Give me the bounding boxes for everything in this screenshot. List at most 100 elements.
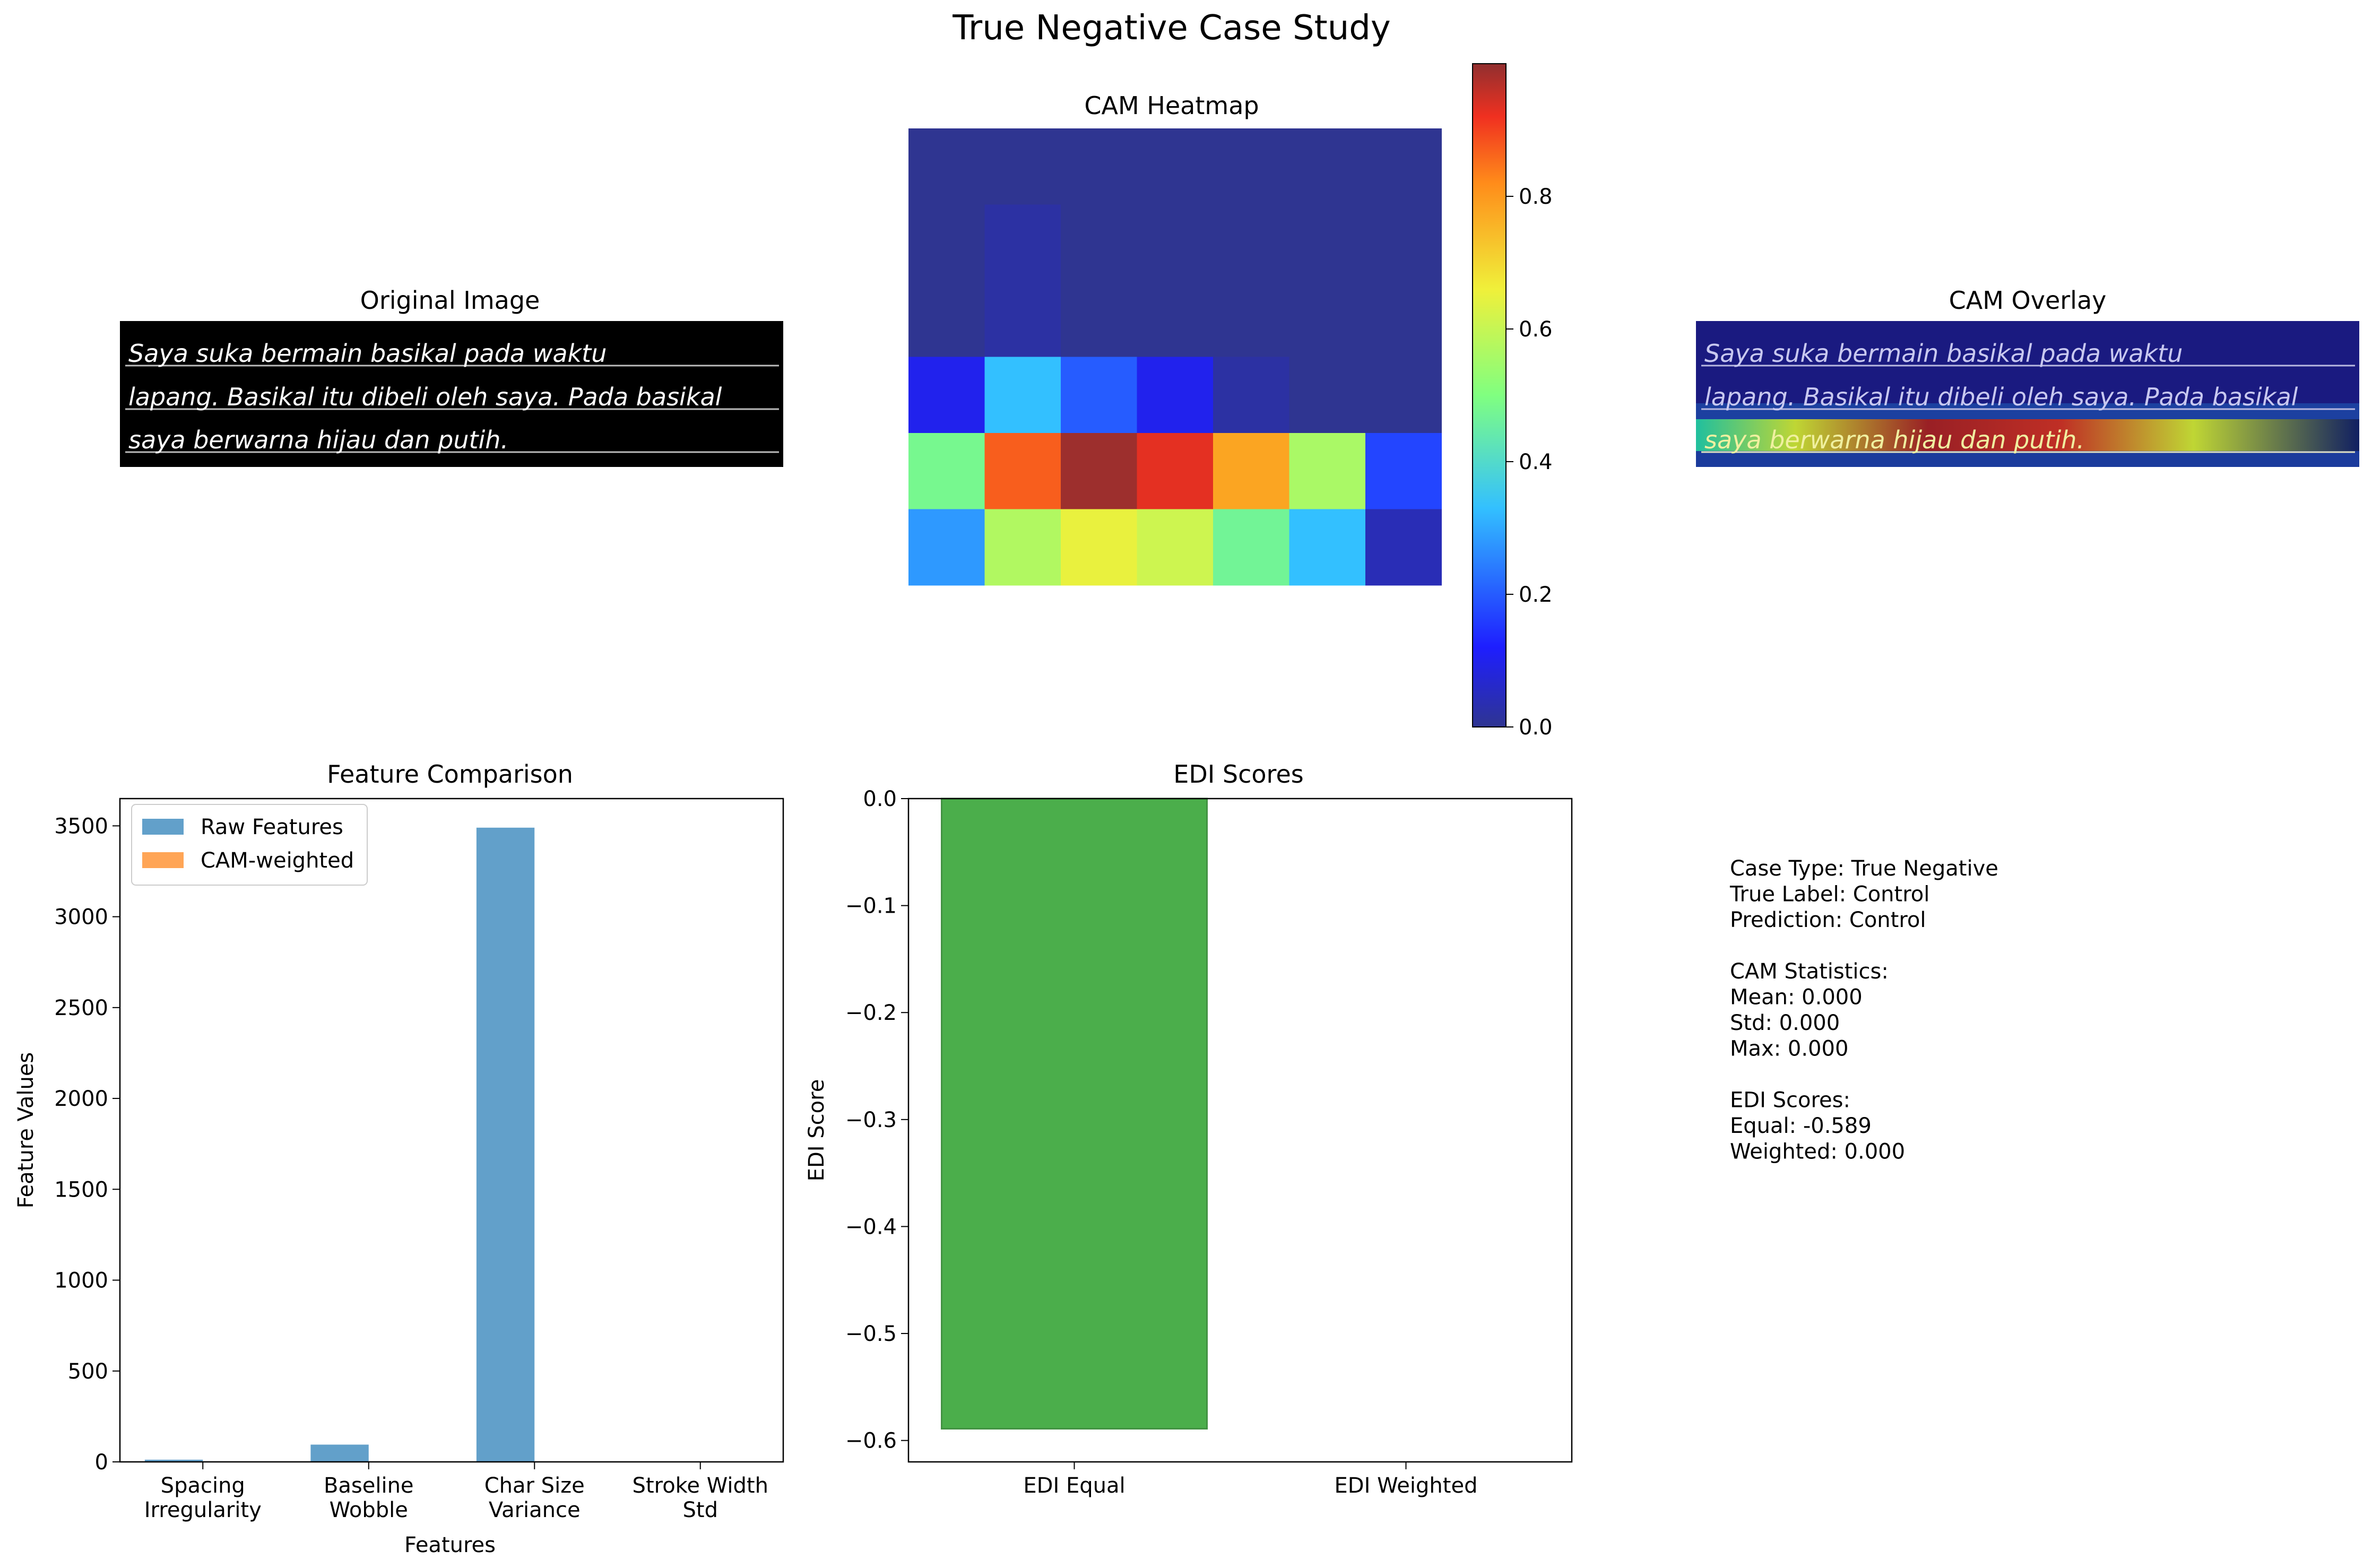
bar-raw-feature (310, 1444, 369, 1462)
y-tick-label: 2500 (54, 996, 108, 1020)
heatmap-cell (1137, 433, 1214, 509)
overlay-handwriting-line: saya berwarna hijau dan putih. (1704, 426, 2084, 454)
heatmap-cell (984, 509, 1061, 586)
heatmap-cell (1213, 509, 1289, 586)
feature-chart-title: Feature Comparison (327, 760, 573, 789)
y-tick-label: 3000 (54, 905, 108, 930)
colorbar-tick-label: 0.6 (1519, 317, 1553, 342)
heatmap-cell (1137, 281, 1214, 357)
heatmap-cell (1213, 433, 1289, 509)
info-line: Prediction: Control (1730, 908, 1926, 932)
heatmap-cell (908, 204, 985, 281)
x-tick-label: Wobble (330, 1498, 408, 1522)
heatmap-cell (1137, 128, 1214, 205)
heatmap-cell (1213, 281, 1289, 357)
info-line: Equal: -0.589 (1730, 1114, 1872, 1138)
feature-chart-ylabel: Feature Values (14, 1052, 38, 1209)
heatmap-cell (1289, 433, 1366, 509)
colorbar-tick-label: 0.2 (1519, 583, 1553, 607)
heatmap-cell (1137, 357, 1214, 434)
cam-overlay-image: Saya suka bermain basikal pada waktu lap… (1696, 321, 2359, 467)
y-tick-label: 0 (95, 1450, 108, 1475)
y-tick-label: 1500 (54, 1177, 108, 1202)
info-line: Mean: 0.000 (1730, 985, 1863, 1010)
legend-swatch-cam (142, 852, 184, 868)
legend-label-cam: CAM-weighted (201, 848, 354, 873)
edi-scores-chart: EDI Equal EDI Weighted 0.0 −0.1 −0.2 −0.3 −0.4… (845, 787, 1573, 1498)
heatmap-cell (984, 433, 1061, 509)
original-image: Saya suka bermain basikal pada waktu lap… (120, 321, 783, 467)
heatmap-cell (908, 509, 985, 586)
info-line: Case Type: True Negative (1730, 856, 1998, 881)
bar-raw-feature (476, 827, 535, 1462)
heatmap-cell (1365, 128, 1442, 205)
feature-chart-legend: Raw Features CAM-weighted (131, 804, 368, 886)
heatmap-cell (1137, 509, 1214, 586)
y-tick-label: −0.1 (845, 894, 897, 919)
y-tick-label: 500 (68, 1359, 108, 1384)
info-line: Max: 0.000 (1730, 1037, 1848, 1061)
heatmap-cell (1365, 433, 1442, 509)
colorbar-tick-label: 0.8 (1519, 185, 1553, 209)
info-line: Std: 0.000 (1730, 1011, 1840, 1035)
x-tick-label: Std (683, 1498, 718, 1522)
x-tick-label: Char Size (484, 1474, 585, 1498)
x-tick-label: EDI Weighted (1335, 1474, 1478, 1498)
x-tick-label: Stroke Width (633, 1474, 768, 1498)
heatmap-cell (908, 281, 985, 357)
heatmap-cell (1137, 204, 1214, 281)
plot-frame (119, 798, 784, 1463)
info-line: Weighted: 0.000 (1730, 1140, 1905, 1164)
heatmap-cell (908, 357, 985, 434)
heatmap-cell (1061, 433, 1137, 509)
y-tick-label: −0.2 (845, 1001, 897, 1025)
y-tick-label: 0.0 (863, 787, 897, 811)
x-tick-label: Irregularity (144, 1498, 262, 1522)
y-tick-label: 1000 (54, 1269, 108, 1293)
legend-swatch-raw (142, 819, 184, 835)
heatmap-cell (1289, 128, 1366, 205)
heatmap-cell (1061, 357, 1137, 434)
figure-suptitle: True Negative Case Study (952, 8, 1391, 48)
colorbar-tick-label: 0.0 (1519, 715, 1553, 740)
heatmap-cell (908, 433, 985, 509)
y-tick-label: −0.5 (845, 1322, 897, 1346)
plot-frame (907, 798, 1573, 1463)
heatmap-cell (1289, 204, 1366, 281)
feature-chart-xlabel: Features (404, 1533, 496, 1557)
cam-overlay-title: CAM Overlay (1949, 286, 2107, 315)
y-tick-label: −0.4 (845, 1215, 897, 1239)
heatmap-cell (1365, 357, 1442, 434)
colorbar-tick-label: 0.4 (1519, 450, 1553, 474)
heatmap-cell (984, 357, 1061, 434)
bar-edi-score (941, 798, 1208, 1430)
heatmap-cell (1213, 357, 1289, 434)
y-tick-label: −0.3 (845, 1108, 897, 1132)
heatmap-cell (984, 204, 1061, 281)
overlay-handwriting-line: lapang. Basikal itu dibeli oleh saya. Pa… (1704, 383, 2298, 411)
heatmap-cell (908, 128, 985, 205)
info-line: EDI Scores: (1730, 1088, 1850, 1113)
cam-heatmap-title: CAM Heatmap (1084, 91, 1259, 120)
info-line: CAM Statistics: (1730, 959, 1889, 984)
x-tick-label: EDI Equal (1023, 1474, 1125, 1498)
y-tick-label: 3500 (54, 814, 108, 838)
info-line: True Label: Control (1729, 882, 1929, 907)
x-tick-label: Baseline (324, 1474, 414, 1498)
heatmap-cell (1289, 281, 1366, 357)
y-tick-label: 2000 (54, 1087, 108, 1111)
heatmap-cell (984, 128, 1061, 205)
heatmap-cell (1061, 281, 1137, 357)
handwriting-line: saya berwarna hijau dan putih. (128, 426, 508, 454)
heatmap-cell (1213, 128, 1289, 205)
x-tick-label: Spacing (161, 1474, 245, 1498)
heatmap-cell (1061, 509, 1137, 586)
legend-label-raw: Raw Features (201, 815, 343, 839)
cam-colorbar: 0.0 0.2 0.4 0.6 0.8 (1472, 63, 1553, 740)
x-tick-label: Variance (489, 1498, 581, 1522)
heatmap-cell (1061, 128, 1137, 205)
handwriting-line: lapang. Basikal itu dibeli oleh saya. Pa… (128, 383, 722, 411)
heatmap-cell (1289, 357, 1366, 434)
original-image-title: Original Image (360, 286, 540, 315)
